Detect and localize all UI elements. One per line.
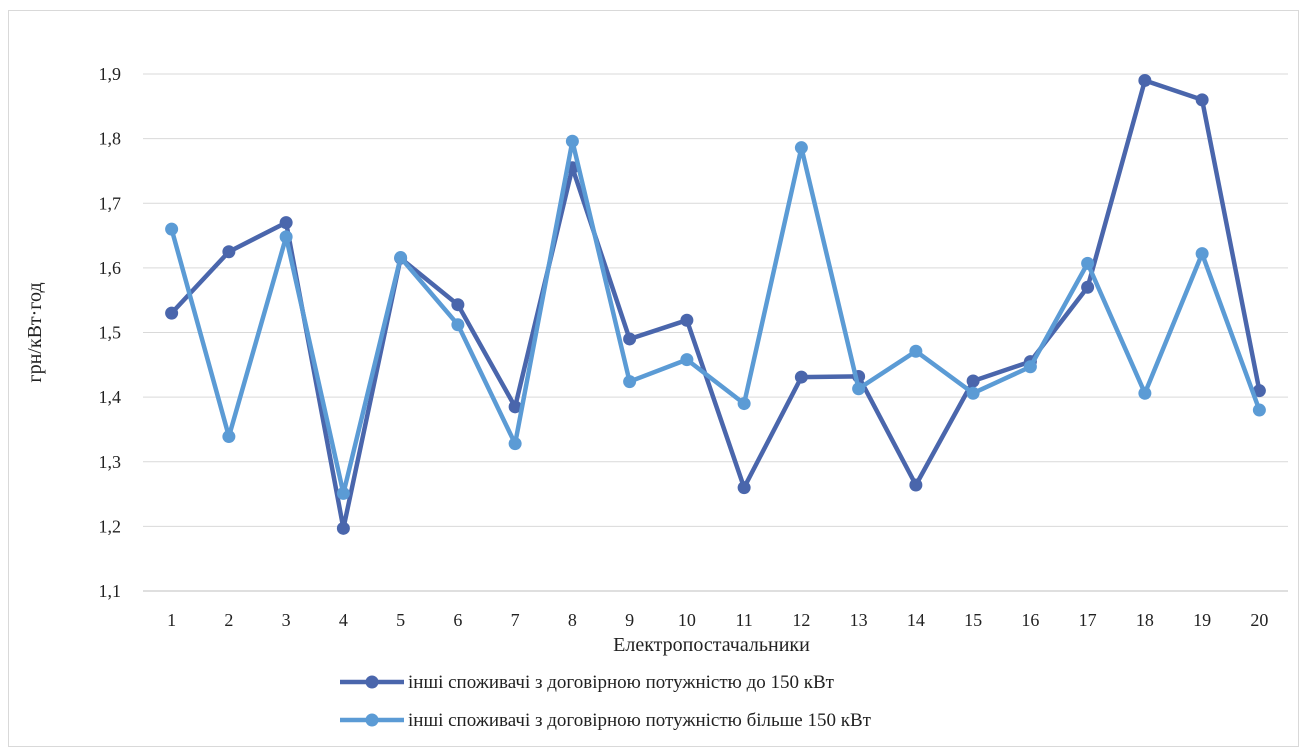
y-tick-label: 1,2 [99, 516, 122, 536]
x-axis-ticks: 1 2 3 4 5 6 7 8 9 10 11 12 13 14 15 16 17 18 19 20 [167, 610, 1268, 630]
data-point [565, 134, 579, 148]
legend-label: інші споживачі з договірною потужністю б… [408, 710, 872, 731]
data-point [1081, 280, 1095, 294]
series-line [169, 138, 1262, 496]
data-point [737, 397, 751, 411]
x-tick-label: 9 [625, 610, 634, 630]
data-point [1252, 403, 1266, 417]
y-tick-label: 1,7 [99, 193, 122, 213]
data-point [966, 386, 980, 400]
data-point [394, 251, 408, 265]
series-group [165, 73, 1266, 535]
data-point [1138, 73, 1152, 87]
gridlines [143, 73, 1288, 527]
x-tick-label: 10 [678, 610, 696, 630]
x-tick-label: 20 [1250, 610, 1268, 630]
data-point [680, 313, 694, 327]
x-tick-label: 3 [282, 610, 291, 630]
data-point [336, 521, 350, 535]
x-tick-label: 8 [568, 610, 577, 630]
data-point [680, 353, 694, 367]
y-tick-label: 1,4 [99, 387, 122, 407]
x-tick-label: 1 [167, 610, 176, 630]
x-tick-label: 6 [453, 610, 462, 630]
data-point [508, 437, 522, 451]
y-tick-label: 1,3 [99, 452, 122, 472]
legend-label: інші споживачі з договірною потужністю д… [408, 672, 835, 693]
x-tick-label: 5 [396, 610, 405, 630]
data-point [279, 216, 293, 230]
y-tick-label: 1,5 [99, 323, 122, 343]
data-point [794, 141, 808, 155]
data-point [1023, 360, 1037, 374]
x-tick-label: 11 [735, 610, 752, 630]
legend-marker [365, 713, 379, 727]
x-axis-title: Електропостачальники [613, 634, 810, 656]
x-tick-label: 14 [907, 610, 925, 630]
data-point [222, 430, 236, 444]
x-tick-label: 2 [224, 610, 233, 630]
data-point [165, 306, 179, 320]
data-point [451, 318, 465, 332]
chart-frame [8, 10, 1299, 747]
x-tick-label: 19 [1193, 610, 1211, 630]
data-point [165, 222, 179, 236]
series-line [169, 78, 1262, 531]
x-tick-label: 15 [964, 610, 982, 630]
data-point [909, 478, 923, 492]
legend-item-1: інші споживачі з договірною потужністю д… [340, 672, 835, 693]
x-tick-label: 4 [339, 610, 348, 630]
x-tick-label: 18 [1136, 610, 1154, 630]
series-1 [165, 73, 1266, 535]
legend: інші споживачі з договірною потужністю д… [340, 672, 872, 731]
data-point [909, 344, 923, 358]
data-point [794, 370, 808, 384]
legend-item-2: інші споживачі з договірною потужністю б… [340, 710, 872, 731]
x-tick-label: 12 [792, 610, 810, 630]
x-tick-label: 13 [850, 610, 868, 630]
data-point [1081, 256, 1095, 270]
data-point [1252, 384, 1266, 398]
data-point [852, 382, 866, 396]
x-tick-label: 16 [1021, 610, 1039, 630]
y-axis-title: грн/кВт·год [24, 282, 46, 382]
data-point [737, 481, 751, 495]
data-point [1195, 93, 1209, 107]
y-axis-ticks: 1,1 1,2 1,3 1,4 1,5 1,6 1,7 1,8 1,9 [99, 64, 122, 601]
data-point [279, 230, 293, 244]
data-point [222, 245, 236, 259]
data-point [623, 375, 637, 389]
data-point [336, 486, 350, 500]
data-point [1138, 386, 1152, 400]
x-tick-label: 7 [511, 610, 520, 630]
data-point [451, 298, 465, 312]
x-tick-label: 17 [1079, 610, 1097, 630]
y-tick-label: 1,8 [99, 129, 122, 149]
y-tick-label: 1,1 [99, 581, 122, 601]
data-point [966, 374, 980, 388]
series-2 [165, 134, 1266, 500]
y-tick-label: 1,9 [99, 64, 122, 84]
data-point [1195, 247, 1209, 261]
legend-marker [365, 675, 379, 689]
data-point [508, 400, 522, 414]
data-point [623, 332, 637, 346]
y-tick-label: 1,6 [99, 258, 122, 278]
